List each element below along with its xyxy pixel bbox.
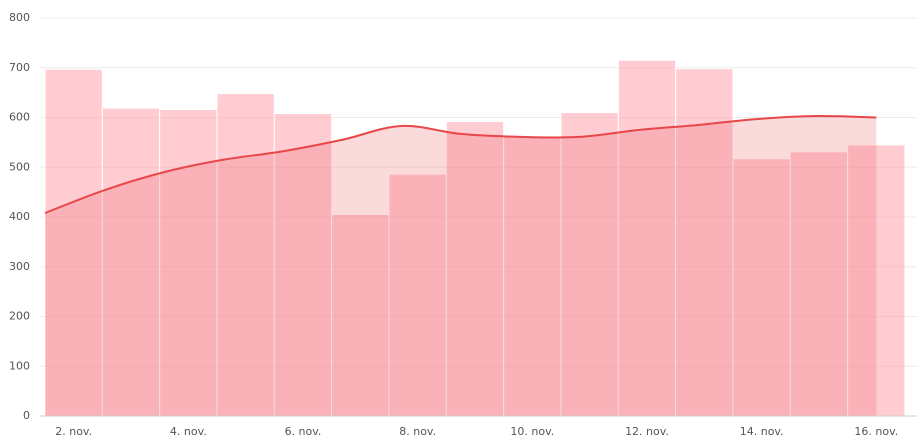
bar [847, 144, 906, 417]
bar [331, 214, 390, 417]
x-tick-label: 2. nov. [55, 425, 92, 438]
y-tick-label: 700 [9, 61, 30, 74]
y-tick-label: 600 [9, 111, 30, 124]
bar [560, 112, 619, 417]
line-area [45, 115, 877, 416]
y-tick-label: 100 [9, 359, 30, 372]
y-tick-label: 800 [9, 11, 30, 24]
y-tick-label: 400 [9, 210, 30, 223]
x-tick-label: 10. nov. [510, 425, 554, 438]
x-tick-label: 4. nov. [170, 425, 207, 438]
bar [732, 158, 791, 417]
x-tick-label: 8. nov. [399, 425, 436, 438]
x-tick-label: 14. nov. [740, 425, 784, 438]
x-tick-label: 6. nov. [285, 425, 322, 438]
y-tick-label: 200 [9, 310, 30, 323]
bar [789, 151, 849, 417]
bar [617, 59, 677, 417]
line [44, 114, 877, 214]
bar [388, 173, 447, 417]
bar [445, 120, 505, 417]
y-tick-label: 0 [23, 409, 30, 422]
x-tick-label: 12. nov. [625, 425, 669, 438]
y-tick-label: 300 [9, 260, 30, 273]
y-tick-label: 500 [9, 160, 30, 173]
x-tick-label: 16. nov. [854, 425, 898, 438]
bar [503, 135, 562, 417]
